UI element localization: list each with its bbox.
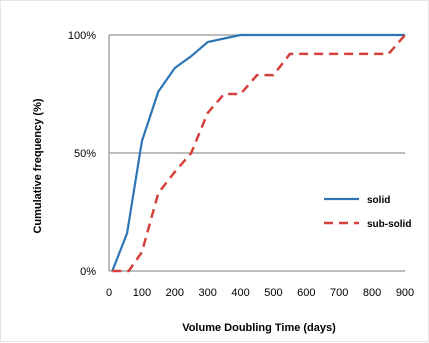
x-tick-label: 300 bbox=[198, 287, 216, 299]
tick-labels: 0% 50% 100% 0 100 200 300 400 500 600 700 800 900 bbox=[68, 30, 414, 299]
x-tick-label: 200 bbox=[166, 287, 184, 299]
axes bbox=[108, 35, 405, 272]
x-tick-label: 800 bbox=[363, 287, 381, 299]
x-axis-title: Volume Doubling Time (days) bbox=[182, 322, 336, 334]
x-tick-label: 100 bbox=[133, 287, 151, 299]
y-tick-label: 50% bbox=[74, 148, 96, 160]
x-tick-label: 700 bbox=[330, 287, 348, 299]
legend-label-sub-solid: sub-solid bbox=[367, 219, 411, 230]
y-axis-title: Cumulative frequency (%) bbox=[32, 98, 44, 233]
x-tick-label: 900 bbox=[396, 287, 414, 299]
x-tick-label: 0 bbox=[106, 287, 112, 299]
y-tick-label: 0% bbox=[80, 266, 96, 278]
legend: solid sub-solid bbox=[324, 195, 411, 230]
y-tick-label: 100% bbox=[68, 30, 96, 42]
series-line-sub-solid bbox=[112, 34, 406, 273]
x-tick-label: 500 bbox=[264, 287, 282, 299]
series-line-solid bbox=[111, 33, 405, 272]
x-tick-label: 600 bbox=[297, 287, 315, 299]
series-layer bbox=[111, 33, 406, 273]
x-tick-label: 400 bbox=[231, 287, 249, 299]
legend-label-solid: solid bbox=[367, 195, 390, 206]
